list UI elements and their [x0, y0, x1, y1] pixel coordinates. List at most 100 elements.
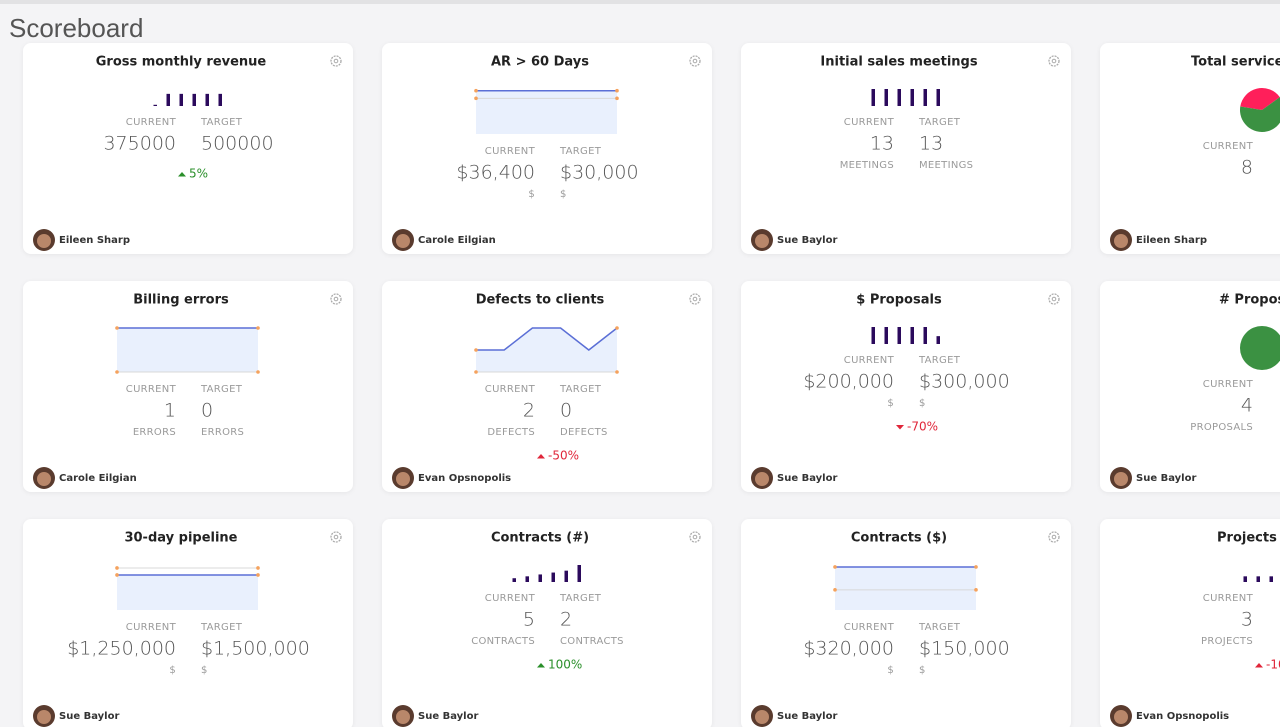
target-unit: CONTRACTS — [560, 636, 624, 647]
spark-bar — [205, 93, 209, 106]
spark-bar — [192, 93, 196, 106]
spark-area — [835, 566, 976, 610]
card-background — [741, 43, 1071, 254]
settings-icon[interactable] — [1048, 293, 1060, 305]
card-title: Projects l — [1217, 531, 1280, 546]
current-unit: DEFECTS — [487, 427, 535, 438]
spark-bar — [577, 565, 581, 582]
current-label: CURRENT — [844, 622, 895, 633]
gear-inner — [333, 58, 339, 64]
spark-bar — [910, 327, 914, 344]
card-title: Contracts ($) — [851, 531, 947, 546]
spark-bar — [525, 576, 529, 582]
owner-name: Evan Opsnopolis — [418, 473, 511, 484]
current-value: 13 — [870, 133, 894, 155]
current-label: CURRENT — [485, 593, 536, 604]
card-title: $ Proposals — [856, 293, 942, 308]
gear-outer — [330, 531, 342, 543]
owner-avatar-face — [396, 710, 410, 724]
card[interactable]: Contracts ($) CURRENT $320,000 $ TARGET $150,… — [741, 519, 1071, 727]
gear-outer — [330, 293, 342, 305]
owner-avatar-face — [755, 234, 769, 248]
pie-slice — [1240, 88, 1280, 110]
card[interactable]: Billing errors CURRENT 1 ERRORS TARGET 0 ERROR… — [23, 281, 353, 492]
card-background — [1100, 281, 1280, 492]
current-unit: $ — [528, 189, 535, 200]
card[interactable]: Gross monthly revenue CURRENT 375000 TARGET… — [23, 43, 353, 254]
settings-icon[interactable] — [689, 293, 701, 305]
card-background — [1100, 43, 1280, 254]
value-dot — [974, 565, 978, 569]
spark-bar — [923, 89, 927, 106]
card-background — [23, 43, 353, 254]
target-label: TARGET — [918, 355, 961, 366]
target-value: 0 — [560, 400, 572, 422]
current-label: CURRENT — [485, 146, 536, 157]
spark-bar — [936, 89, 940, 106]
settings-icon[interactable] — [1048, 531, 1060, 543]
current-unit: PROJECTS — [1201, 636, 1253, 647]
spark-bar — [1256, 576, 1260, 582]
settings-icon[interactable] — [689, 531, 701, 543]
target-value: $300,000 — [919, 371, 1010, 393]
target-value: 500000 — [201, 133, 274, 155]
current-unit: $ — [169, 665, 176, 676]
card[interactable]: 30-day pipeline CURRENT $1,250,000 $ TARGET $… — [23, 519, 353, 727]
target-dot — [256, 566, 260, 570]
current-label: CURRENT — [1203, 593, 1254, 604]
target-value: $30,000 — [560, 162, 639, 184]
target-value: 2 — [560, 609, 572, 631]
spark-bar — [897, 327, 901, 344]
value-dot — [256, 326, 260, 330]
target-dot — [833, 588, 837, 592]
card-background — [23, 519, 353, 727]
spark-bar — [897, 89, 901, 106]
spark-bar — [871, 89, 875, 106]
card[interactable]: Projects l CURRENT 3 PROJECTS -100 Evan Opsno… — [1100, 519, 1280, 727]
gear-outer — [1048, 293, 1060, 305]
card[interactable]: Total services CURRENT 8 Eileen Sharp — [1100, 43, 1280, 254]
current-unit: MEETINGS — [840, 160, 894, 171]
spark-bar — [936, 336, 940, 344]
card[interactable]: Initial sales meetings CURRENT 13 MEETINGS T… — [741, 43, 1071, 254]
settings-icon[interactable] — [1048, 55, 1060, 67]
current-label: CURRENT — [126, 117, 177, 128]
card[interactable]: $ Proposals CURRENT $200,000 $ TARGET $300,00… — [741, 281, 1071, 492]
spark-bar — [512, 578, 516, 582]
target-label: TARGET — [200, 384, 243, 395]
settings-icon[interactable] — [330, 293, 342, 305]
card[interactable]: AR > 60 Days CURRENT $36,400 $ TARGET $30,000… — [382, 43, 712, 254]
current-value: 375000 — [103, 133, 176, 155]
settings-icon[interactable] — [330, 55, 342, 67]
card-background — [382, 281, 712, 492]
card[interactable]: Contracts (#) CURRENT 5 CONTRACTS TARGET 2 CON… — [382, 519, 712, 727]
owner-name: Sue Baylor — [777, 235, 837, 246]
spark-bar — [923, 327, 927, 344]
target-label: TARGET — [559, 146, 602, 157]
owner-avatar-face — [396, 472, 410, 486]
settings-icon[interactable] — [689, 55, 701, 67]
gear-inner — [1051, 534, 1057, 540]
card[interactable]: Defects to clients CURRENT 2 DEFECTS TARGET 0… — [382, 281, 712, 492]
gear-outer — [1048, 55, 1060, 67]
pie-slice — [1240, 326, 1280, 370]
gear-inner — [692, 296, 698, 302]
settings-icon[interactable] — [330, 531, 342, 543]
owner-avatar-face — [1114, 234, 1128, 248]
spark-bar — [179, 93, 183, 106]
current-label: CURRENT — [1203, 379, 1254, 390]
page-title: Scoreboard — [9, 13, 143, 43]
target-unit: $ — [201, 665, 208, 676]
target-value: 13 — [919, 133, 943, 155]
gear-outer — [330, 55, 342, 67]
current-label: CURRENT — [844, 355, 895, 366]
gear-inner — [692, 58, 698, 64]
owner-name: Sue Baylor — [59, 711, 119, 722]
current-unit: PROPOSALS — [1190, 422, 1253, 433]
target-label: TARGET — [918, 622, 961, 633]
target-dot — [615, 96, 619, 101]
card[interactable]: # Proposa CURRENT 4 PROPOSALS Sue Baylor — [1100, 281, 1280, 492]
current-value: $1,250,000 — [67, 638, 176, 660]
target-dot — [256, 370, 260, 374]
